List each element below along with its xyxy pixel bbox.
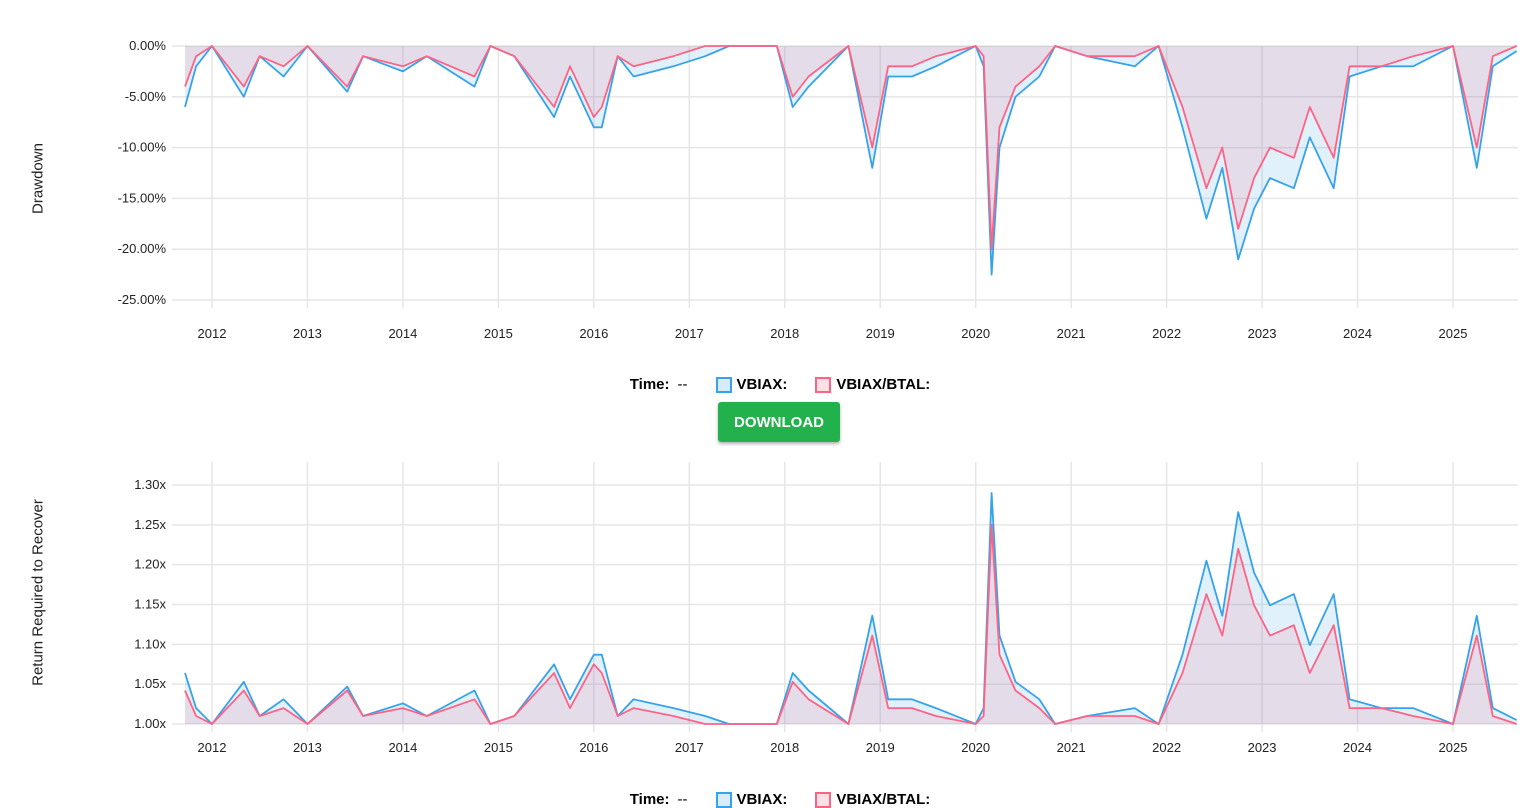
- y-tick-label: -25.00%: [118, 292, 167, 307]
- x-tick-label: 2024: [1343, 740, 1372, 755]
- x-tick-label: 2022: [1152, 326, 1181, 341]
- y-tick-label: 1.30x: [134, 477, 166, 492]
- legend-vbiax[interactable]: VBIAX:: [716, 791, 788, 808]
- vbiax-label: VBIAX:: [737, 791, 788, 808]
- drawdown-chart: 0.00% -5.00% -10.00% -15.00% -20.00% -25.00% 2…: [0, 0, 1527, 350]
- legend-vbiax[interactable]: VBIAX:: [716, 376, 788, 393]
- x-tick-label: 2015: [484, 326, 513, 341]
- vbiax-swatch: [716, 377, 732, 393]
- y-tick-label: 0.00%: [129, 38, 166, 53]
- legend-vbiax-btal[interactable]: VBIAX/BTAL:: [815, 791, 930, 808]
- x-tick-label: 2019: [866, 740, 895, 755]
- x-tick-label: 2019: [866, 326, 895, 341]
- y-tick-label: 1.00x: [134, 716, 166, 731]
- x-tick-label: 2013: [293, 740, 322, 755]
- y-tick-label: -20.00%: [118, 241, 167, 256]
- legend-vbiax-btal[interactable]: VBIAX/BTAL:: [815, 376, 930, 393]
- time-value: --: [678, 376, 688, 393]
- y-tick-label: 1.10x: [134, 636, 166, 651]
- y-tick-label: 1.20x: [134, 557, 166, 572]
- vbiax-btal-swatch: [815, 377, 831, 393]
- series-area-vbiax-btal: [185, 525, 1517, 724]
- x-tick-label: 2021: [1057, 740, 1086, 755]
- x-tick-label: 2018: [770, 740, 799, 755]
- time-value: --: [678, 791, 688, 808]
- x-tick-label: 2020: [961, 740, 990, 755]
- recovery-chart: 1.30x 1.25x 1.20x 1.15x 1.10x 1.05x 1.00x 2012 2…: [0, 450, 1527, 770]
- time-label: Time:: [630, 791, 670, 808]
- x-tick-label: 2023: [1248, 740, 1277, 755]
- x-tick-label: 2024: [1343, 326, 1372, 341]
- y-tick-label: -15.00%: [118, 190, 167, 205]
- y-tick-label: 1.05x: [134, 676, 166, 691]
- drawdown-legend: Time: -- VBIAX: VBIAX/BTAL:: [0, 376, 1527, 393]
- x-tick-label: 2017: [675, 326, 704, 341]
- x-tick-label: 2014: [388, 326, 417, 341]
- vbiax-swatch: [716, 792, 732, 808]
- x-tick-label: 2012: [198, 740, 227, 755]
- x-tick-label: 2015: [484, 740, 513, 755]
- download-button[interactable]: DOWNLOAD: [718, 402, 840, 442]
- x-tick-label: 2017: [675, 740, 704, 755]
- vbiax-btal-label: VBIAX/BTAL:: [836, 791, 930, 808]
- y-tick-label: -5.00%: [125, 89, 167, 104]
- x-tick-label: 2014: [388, 740, 417, 755]
- vbiax-label: VBIAX:: [737, 376, 788, 393]
- recovery-legend: Time: -- VBIAX: VBIAX/BTAL:: [0, 791, 1527, 808]
- x-tick-label: 2022: [1152, 740, 1181, 755]
- y-tick-label: 1.15x: [134, 597, 166, 612]
- vbiax-btal-label: VBIAX/BTAL:: [836, 376, 930, 393]
- x-tick-label: 2016: [579, 740, 608, 755]
- x-tick-label: 2018: [770, 326, 799, 341]
- x-tick-label: 2025: [1439, 326, 1468, 341]
- x-tick-label: 2021: [1057, 326, 1086, 341]
- x-tick-label: 2016: [579, 326, 608, 341]
- x-tick-label: 2023: [1248, 326, 1277, 341]
- x-tick-label: 2025: [1439, 740, 1468, 755]
- y-tick-label: 1.25x: [134, 517, 166, 532]
- x-tick-label: 2020: [961, 326, 990, 341]
- vbiax-btal-swatch: [815, 792, 831, 808]
- legend-time: Time: --: [630, 791, 688, 808]
- y-tick-label: -10.00%: [118, 140, 167, 155]
- x-tick-label: 2012: [198, 326, 227, 341]
- time-label: Time:: [630, 376, 670, 393]
- x-tick-label: 2013: [293, 326, 322, 341]
- legend-time: Time: --: [630, 376, 688, 393]
